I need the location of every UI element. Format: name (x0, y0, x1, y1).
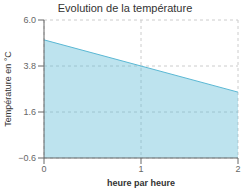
svg-text:1.6: 1.6 (23, 107, 36, 117)
svg-text:heure par heure: heure par heure (107, 178, 175, 188)
svg-text:2: 2 (235, 164, 240, 174)
html-text:Evolution de la température: Evolution de la température (57, 2, 193, 14)
svg-text:Température en °C: Température en °C (8, 51, 13, 127)
svg-text:−0.6: −0.6 (18, 153, 36, 163)
svg-text:1: 1 (138, 164, 143, 174)
svg-text:0: 0 (41, 164, 46, 174)
svg-text:6.0: 6.0 (23, 16, 36, 25)
svg-text:3.8: 3.8 (23, 61, 36, 71)
